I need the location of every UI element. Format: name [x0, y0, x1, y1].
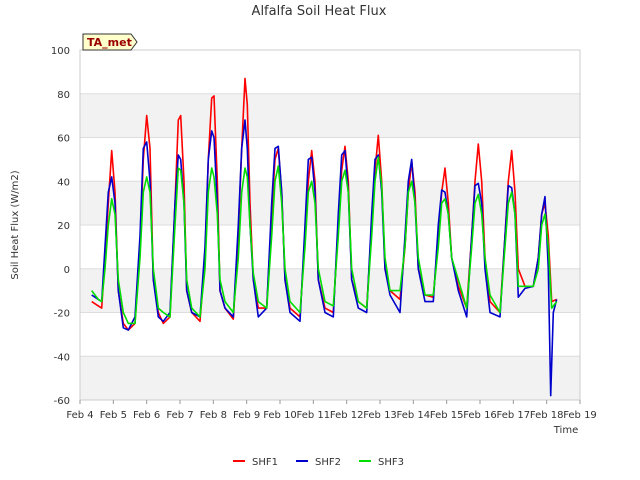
y-tick-labels: -60 -40 -20 0 20 40 60 80 100 [51, 46, 70, 407]
x-tick-label: Feb 19 [563, 410, 597, 421]
y-tick-label: 80 [57, 90, 70, 101]
x-tick-labels: Feb 4 Feb 5 Feb 6 Feb 7 Feb 8 Feb 9 Feb 10 Feb … [66, 400, 597, 421]
y-tick-label: 0 [64, 265, 70, 276]
x-tick-label: Feb 7 [166, 410, 193, 421]
x-tick-label: Feb 13 [363, 410, 397, 421]
x-tick-label: Feb 4 [66, 410, 93, 421]
series-line-shf1 [91, 77, 558, 331]
badge-box [82, 33, 138, 51]
x-axis-label: Time [553, 425, 578, 436]
ta-met-badge: TA_met [82, 33, 138, 51]
y-tick-label: 20 [57, 221, 70, 232]
x-tick-label: Feb 6 [133, 410, 160, 421]
x-tick-label: Feb 17 [497, 410, 531, 421]
grid-band [80, 181, 580, 225]
legend: SHF1 SHF2 SHF3 [233, 457, 404, 468]
legend-label-shf1: SHF1 [252, 457, 278, 468]
y-tick-label: 40 [57, 177, 70, 188]
y-tick-label: -20 [54, 309, 70, 320]
x-tick-label: Feb 11 [297, 410, 331, 421]
legend-label-shf3: SHF3 [378, 457, 404, 468]
y-axis-label: Soil Heat Flux (W/m2) [10, 170, 21, 279]
series-lines [91, 77, 558, 397]
legend-label-shf2: SHF2 [315, 457, 341, 468]
grid-band [80, 356, 580, 400]
plot-frame [79, 49, 581, 401]
x-tick-label: Feb 15 [430, 410, 464, 421]
series-line-shf2 [91, 119, 558, 397]
x-tick-label: Feb 12 [330, 410, 364, 421]
x-tick-label: Feb 16 [463, 410, 497, 421]
y-tick-label: 100 [51, 46, 70, 57]
grid-band [80, 93, 580, 138]
background-bands [80, 93, 580, 400]
x-tick-label: Feb 14 [397, 410, 431, 421]
chart-title: Alfalfa Soil Heat Flux [252, 4, 387, 19]
y-tick-label: -40 [54, 352, 70, 363]
x-tick-label: Feb 18 [530, 410, 564, 421]
y-tick-label: 60 [57, 134, 70, 145]
x-tick-label: Feb 9 [233, 410, 260, 421]
series-line-shf3 [91, 156, 558, 325]
y-tick-label: -60 [54, 396, 70, 407]
x-tick-label: Feb 5 [100, 410, 127, 421]
x-tick-label: Feb 8 [200, 410, 227, 421]
badge-label: TA_met [87, 36, 132, 49]
x-tick-label: Feb 10 [263, 410, 297, 421]
